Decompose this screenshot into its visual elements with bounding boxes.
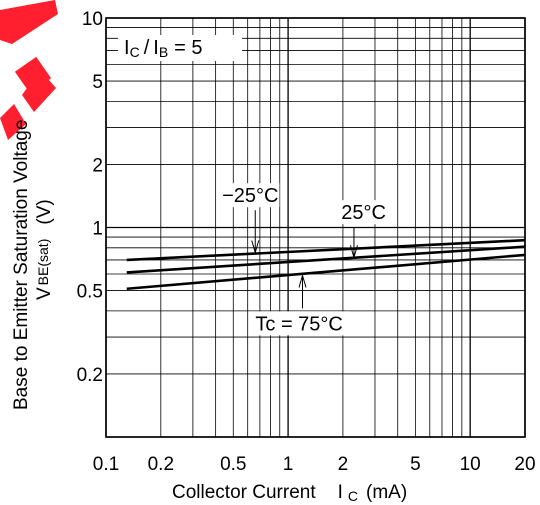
grid bbox=[105, 17, 526, 438]
y-tick-label: 10 bbox=[82, 9, 103, 30]
condition-ic-sub: C bbox=[130, 44, 140, 60]
series-layer: −25°C 25°C Tc = 75°C bbox=[126, 183, 526, 336]
x-axis-title: Collector Current I C (mA) bbox=[172, 482, 407, 504]
x-tick-label: 5 bbox=[410, 454, 421, 475]
series-label: 25°C bbox=[341, 202, 386, 224]
condition-label: IC / IB = 5 bbox=[124, 37, 203, 60]
y-tick-label: 1 bbox=[92, 219, 103, 240]
plot-frame bbox=[105, 17, 526, 438]
y-axis-sub: BE(sat) bbox=[35, 239, 51, 286]
series-label-bg bbox=[339, 200, 388, 225]
x-tick-label: 0.5 bbox=[220, 454, 246, 475]
series-line bbox=[126, 245, 526, 274]
series-label-bg bbox=[221, 183, 280, 208]
x-tick-label: 20 bbox=[514, 454, 535, 475]
y-tick-label: 0.2 bbox=[77, 365, 103, 386]
condition-value: = 5 bbox=[174, 37, 202, 59]
x-tick-label: 10 bbox=[460, 454, 481, 475]
y-axis-title-symbol: VBE(sat) (V) bbox=[34, 199, 55, 300]
series-line bbox=[126, 253, 526, 291]
series-label-bg bbox=[248, 311, 350, 336]
x-tick-label: 2 bbox=[338, 454, 349, 475]
condition-ib-sub: B bbox=[159, 44, 168, 60]
x-axis-title-unit: (mA) bbox=[366, 482, 407, 503]
condition-ic: I bbox=[124, 37, 130, 59]
y-axis-symbol: V bbox=[34, 287, 55, 300]
series-line bbox=[126, 238, 526, 262]
condition-box bbox=[118, 35, 242, 61]
series-arrow-head bbox=[349, 245, 358, 260]
condition-slash: / bbox=[144, 37, 150, 59]
watermark-shape bbox=[14, 56, 52, 94]
condition-ib: I bbox=[153, 37, 159, 59]
x-axis-title-sub: C bbox=[348, 488, 358, 504]
series-arrow-head bbox=[298, 273, 307, 288]
x-tick-label: 1 bbox=[283, 454, 294, 475]
x-tick-label: 0.1 bbox=[93, 454, 119, 475]
x-axis-title-text: Collector Current bbox=[172, 482, 316, 503]
y-axis-unit: (V) bbox=[34, 199, 55, 224]
y-tick-label: 5 bbox=[92, 72, 103, 93]
ticks-layer: 0.1 0.2 0.5 1 2 5 10 20 10 5 2 1 0.5 0.2 bbox=[77, 9, 536, 475]
x-tick-label: 0.2 bbox=[148, 454, 174, 475]
series-label: −25°C bbox=[222, 185, 278, 207]
series-arrow-head bbox=[251, 240, 260, 255]
y-tick-label: 0.5 bbox=[77, 282, 103, 303]
y-axis-title: Base to Emitter Saturation Voltage bbox=[11, 120, 32, 410]
series-label: Tc = 75°C bbox=[255, 313, 342, 335]
x-axis-title-symbol: I bbox=[338, 482, 343, 503]
y-tick-label: 2 bbox=[92, 155, 103, 176]
